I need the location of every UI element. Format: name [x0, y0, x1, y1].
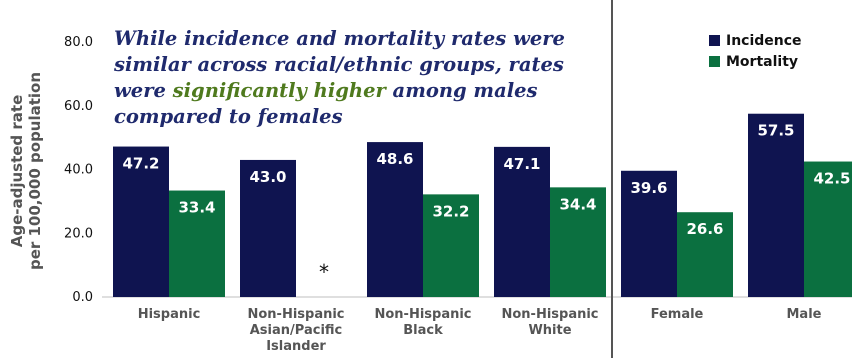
- mortality-bar: [804, 161, 852, 297]
- incidence-swatch: [709, 35, 720, 46]
- chart-legend: Incidence Mortality: [709, 30, 802, 72]
- incidence-data-label: 47.1: [503, 155, 540, 173]
- legend-label-mortality: Mortality: [726, 53, 799, 70]
- incidence-bar: [748, 113, 804, 297]
- x-category-label: Hispanic: [138, 307, 201, 322]
- incidence-data-label: 39.6: [630, 179, 667, 197]
- mortality-data-label: 26.6: [686, 220, 723, 238]
- incidence-bar: [621, 170, 677, 297]
- incidence-data-label: 47.2: [122, 155, 159, 173]
- legend-item-mortality: Mortality: [709, 51, 802, 72]
- annotation-text-start: While incidence and mortality rates were…: [114, 27, 565, 102]
- incidence-data-label: 57.5: [757, 122, 794, 140]
- x-category-label: Male: [787, 307, 822, 322]
- incidence-bar: [240, 159, 296, 297]
- x-category-label: Female: [651, 307, 704, 322]
- mortality-data-label: 42.5: [813, 170, 850, 188]
- mortality-bar: [550, 187, 606, 297]
- x-axis-labels: Hispanic Non-Hispanic Asian/Pacific Islande…: [138, 307, 822, 354]
- y-tick-label: 0.0: [72, 290, 93, 305]
- x-category-label: Non-Hispanic Black: [374, 307, 471, 338]
- y-tick-label: 40.0: [64, 163, 93, 178]
- incidence-bar: [494, 146, 550, 297]
- x-category-label: Non-Hispanic Asian/Pacific Islander: [247, 307, 344, 354]
- mortality-data-label: 32.2: [432, 202, 469, 220]
- y-tick-label: 60.0: [64, 99, 93, 114]
- annotation-highlight: significantly higher: [172, 79, 386, 102]
- y-tick-label: 80.0: [64, 35, 93, 50]
- mortality-swatch: [709, 56, 720, 67]
- y-axis-label-line-2: per 100,000 population: [26, 72, 44, 270]
- legend-item-incidence: Incidence: [709, 30, 802, 51]
- mortality-data-label: 34.4: [559, 195, 596, 213]
- mortality-bar: [169, 190, 225, 297]
- y-axis-ticks: 0.0 20.0 40.0 60.0 80.0: [64, 35, 93, 305]
- incidence-bar: [367, 142, 423, 297]
- annotation-text-end: among males compared to females: [114, 79, 538, 128]
- bars-layer: 47.2 33.4 43.0 * 48.6 32.2 47.1 34.4 39.6 26.6 57.…: [113, 113, 852, 297]
- incidence-bar: [113, 146, 169, 297]
- incidence-data-label: 48.6: [376, 150, 413, 168]
- y-axis-label-line-1: Age-adjusted rate: [8, 95, 26, 248]
- legend-label-incidence: Incidence: [726, 32, 802, 49]
- mortality-bar: [677, 212, 733, 297]
- mortality-bar: [423, 194, 479, 297]
- suppressed-value-marker: *: [319, 260, 329, 284]
- chart-annotation: While incidence and mortality rates were…: [114, 26, 594, 130]
- mortality-data-label: 33.4: [178, 199, 215, 217]
- incidence-data-label: 43.0: [249, 168, 286, 186]
- y-tick-label: 20.0: [64, 226, 93, 241]
- x-category-label: Non-Hispanic White: [501, 307, 598, 338]
